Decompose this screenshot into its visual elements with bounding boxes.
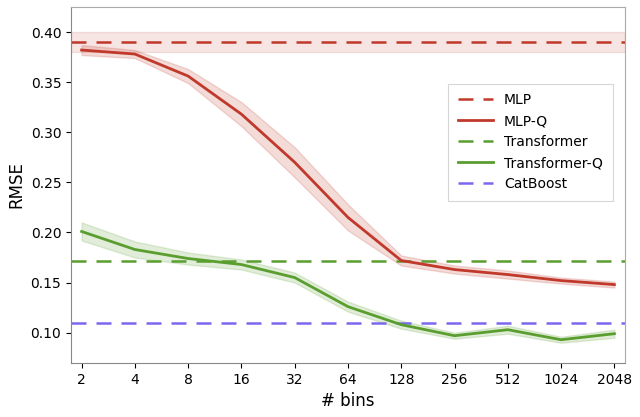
Transformer-Q <box>184 256 192 261</box>
Transformer-Q <box>611 331 618 336</box>
CatBoost <box>24 320 32 325</box>
MLP-Q <box>451 267 458 272</box>
Legend: MLP, MLP-Q, Transformer, Transformer-Q, CatBoost: MLP, MLP-Q, Transformer, Transformer-Q, … <box>449 83 612 201</box>
Transformer-Q <box>131 247 139 252</box>
Transformer-Q <box>504 327 511 332</box>
MLP-Q <box>344 215 352 220</box>
X-axis label: # bins: # bins <box>321 392 375 410</box>
Transformer-Q <box>344 304 352 309</box>
CatBoost <box>78 320 86 325</box>
MLP-Q <box>184 74 192 79</box>
MLP-Q <box>611 282 618 287</box>
MLP-Q <box>237 112 245 117</box>
MLP-Q <box>291 160 299 165</box>
Transformer-Q <box>397 322 405 327</box>
MLP <box>78 40 86 45</box>
Transformer-Q <box>78 229 86 234</box>
Line: Transformer-Q: Transformer-Q <box>82 231 614 340</box>
Line: MLP-Q: MLP-Q <box>82 50 614 284</box>
Transformer-Q <box>557 337 565 342</box>
Y-axis label: RMSE: RMSE <box>7 161 25 208</box>
MLP-Q <box>78 48 86 53</box>
MLP-Q <box>504 272 511 277</box>
MLP-Q <box>131 52 139 57</box>
Transformer-Q <box>451 333 458 338</box>
Transformer-Q <box>237 262 245 267</box>
MLP <box>24 40 32 45</box>
Transformer <box>24 258 32 263</box>
MLP-Q <box>397 258 405 263</box>
Bar <box>71 32 625 52</box>
Transformer-Q <box>291 275 299 280</box>
MLP-Q <box>557 278 565 283</box>
Transformer <box>78 258 86 263</box>
